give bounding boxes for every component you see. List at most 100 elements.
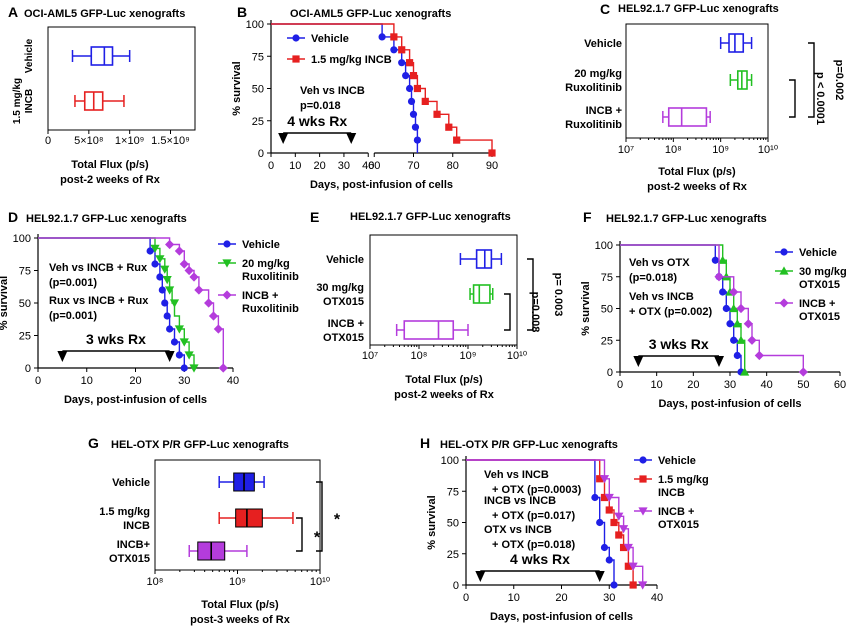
plot-frame	[47, 26, 196, 131]
data-point	[600, 543, 609, 552]
panel-title-G: HEL-OTX P/R GFP-Luc xenografts	[111, 439, 289, 451]
legend-swatch-marker	[222, 290, 232, 300]
stat-annotation: + OTX (p=0.018)	[492, 539, 575, 551]
data-point	[614, 512, 624, 521]
data-point	[605, 506, 613, 514]
data-point	[175, 351, 183, 359]
data-point	[378, 33, 386, 41]
group-label: OTX015	[323, 296, 364, 308]
data-point	[156, 273, 164, 281]
x-tick-label: 40	[761, 379, 773, 391]
x-tick-label: 40	[651, 592, 663, 604]
y-tick-label: 25	[601, 335, 613, 347]
data-point	[638, 581, 648, 590]
legend-label: OTX015	[799, 279, 840, 291]
data-point	[398, 59, 406, 67]
x-tick-label: 90	[486, 160, 498, 172]
data-point	[413, 136, 422, 144]
stat-annotation: (p=0.001)	[49, 310, 97, 322]
data-point	[170, 338, 179, 346]
rx-arrow-end	[346, 133, 357, 144]
significance-bracket	[789, 79, 796, 118]
box-1	[459, 249, 503, 269]
data-point	[628, 562, 638, 571]
data-point	[732, 319, 742, 328]
x-tick-label: 10	[651, 379, 663, 391]
panel-letter-C: C	[600, 1, 610, 17]
box-3	[395, 320, 469, 340]
group-label: INCB+	[117, 539, 150, 551]
x-tick-label: 10⁸	[665, 144, 682, 156]
y-tick-label: 50	[447, 518, 459, 530]
x-tick-label: 1.5×10⁹	[151, 135, 190, 147]
data-point	[204, 298, 214, 308]
legend-label: OTX015	[799, 311, 840, 323]
stat-annotation: + OTX (p=0.017)	[492, 510, 575, 522]
data-point	[453, 136, 461, 144]
data-point	[398, 46, 406, 54]
stat-annotation: INCB vs INCB	[484, 495, 556, 507]
box-iqr	[90, 46, 114, 66]
panel-letter-D: D	[8, 209, 18, 225]
box-1	[71, 46, 131, 66]
rx-label: 4 wks Rx	[510, 551, 570, 567]
x-tick-label: 20	[687, 379, 699, 391]
x-axis-label: post-3 weeks of Rx	[190, 614, 291, 626]
x-tick-label: 5×10⁸	[74, 135, 103, 147]
x-tick-label: 0	[45, 135, 51, 147]
rx-label: 4 wks Rx	[287, 113, 347, 129]
group-label: Vehicle	[112, 477, 150, 489]
legend-swatch-marker	[223, 240, 231, 248]
group-label: Vehicle	[326, 254, 364, 266]
stat-annotation: (p=0.018)	[629, 272, 677, 284]
data-point	[405, 59, 414, 67]
legend-label: INCB +	[799, 298, 835, 310]
legend-swatch-marker	[639, 456, 647, 464]
data-point	[433, 110, 441, 118]
data-point	[409, 110, 418, 118]
legend-label: 20 mg/kg	[242, 258, 290, 270]
data-point	[718, 255, 728, 264]
x-axis-label: Total Flux (p/s)	[201, 599, 279, 611]
legend-label: INCB +	[242, 290, 278, 302]
significance-label: p=0.002	[833, 60, 845, 101]
data-point	[610, 518, 618, 527]
y-tick-label: 100	[246, 19, 264, 31]
data-point	[402, 72, 410, 80]
legend-swatch-marker	[639, 475, 647, 483]
data-point	[714, 272, 724, 282]
panel-title-H: HEL-OTX P/R GFP-Luc xenografts	[440, 439, 618, 451]
x-tick-label: 1×10⁹	[115, 135, 145, 147]
data-point	[151, 260, 159, 268]
survival-line	[620, 244, 804, 372]
y-tick-label: 0	[258, 148, 264, 160]
stat-annotation: Veh vs INCB + Rux	[49, 262, 148, 274]
data-point	[605, 556, 613, 564]
panel-letter-H: H	[420, 435, 430, 451]
x-tick-label: 30	[724, 379, 736, 391]
rx-arrow-end	[714, 356, 724, 367]
y-tick-label: 100	[13, 233, 31, 245]
data-point	[591, 493, 599, 502]
data-point	[596, 518, 604, 527]
y-axis-label: % survival	[426, 495, 438, 549]
x-tick-label: 0	[268, 160, 274, 172]
x-axis-label: Days, post-infusion of cells	[64, 394, 207, 406]
data-point	[729, 303, 739, 313]
x-tick-label: 10¹⁰	[310, 576, 331, 588]
x-tick-label: 10⁷	[618, 144, 634, 156]
data-point	[407, 97, 416, 105]
rx-arrow-start	[57, 351, 68, 362]
group-label: Vehicle	[24, 38, 35, 73]
group-label: Vehicle	[584, 38, 622, 50]
data-point	[162, 276, 172, 285]
x-tick-label: 80	[447, 160, 459, 172]
group-label: INCB +	[328, 318, 364, 330]
data-point	[155, 255, 165, 264]
data-point	[726, 320, 734, 328]
stat-annotation: Veh vs OTX	[629, 257, 690, 269]
box-3	[188, 541, 248, 561]
legend-swatch-marker	[779, 298, 789, 308]
significance-bracket	[527, 258, 534, 331]
